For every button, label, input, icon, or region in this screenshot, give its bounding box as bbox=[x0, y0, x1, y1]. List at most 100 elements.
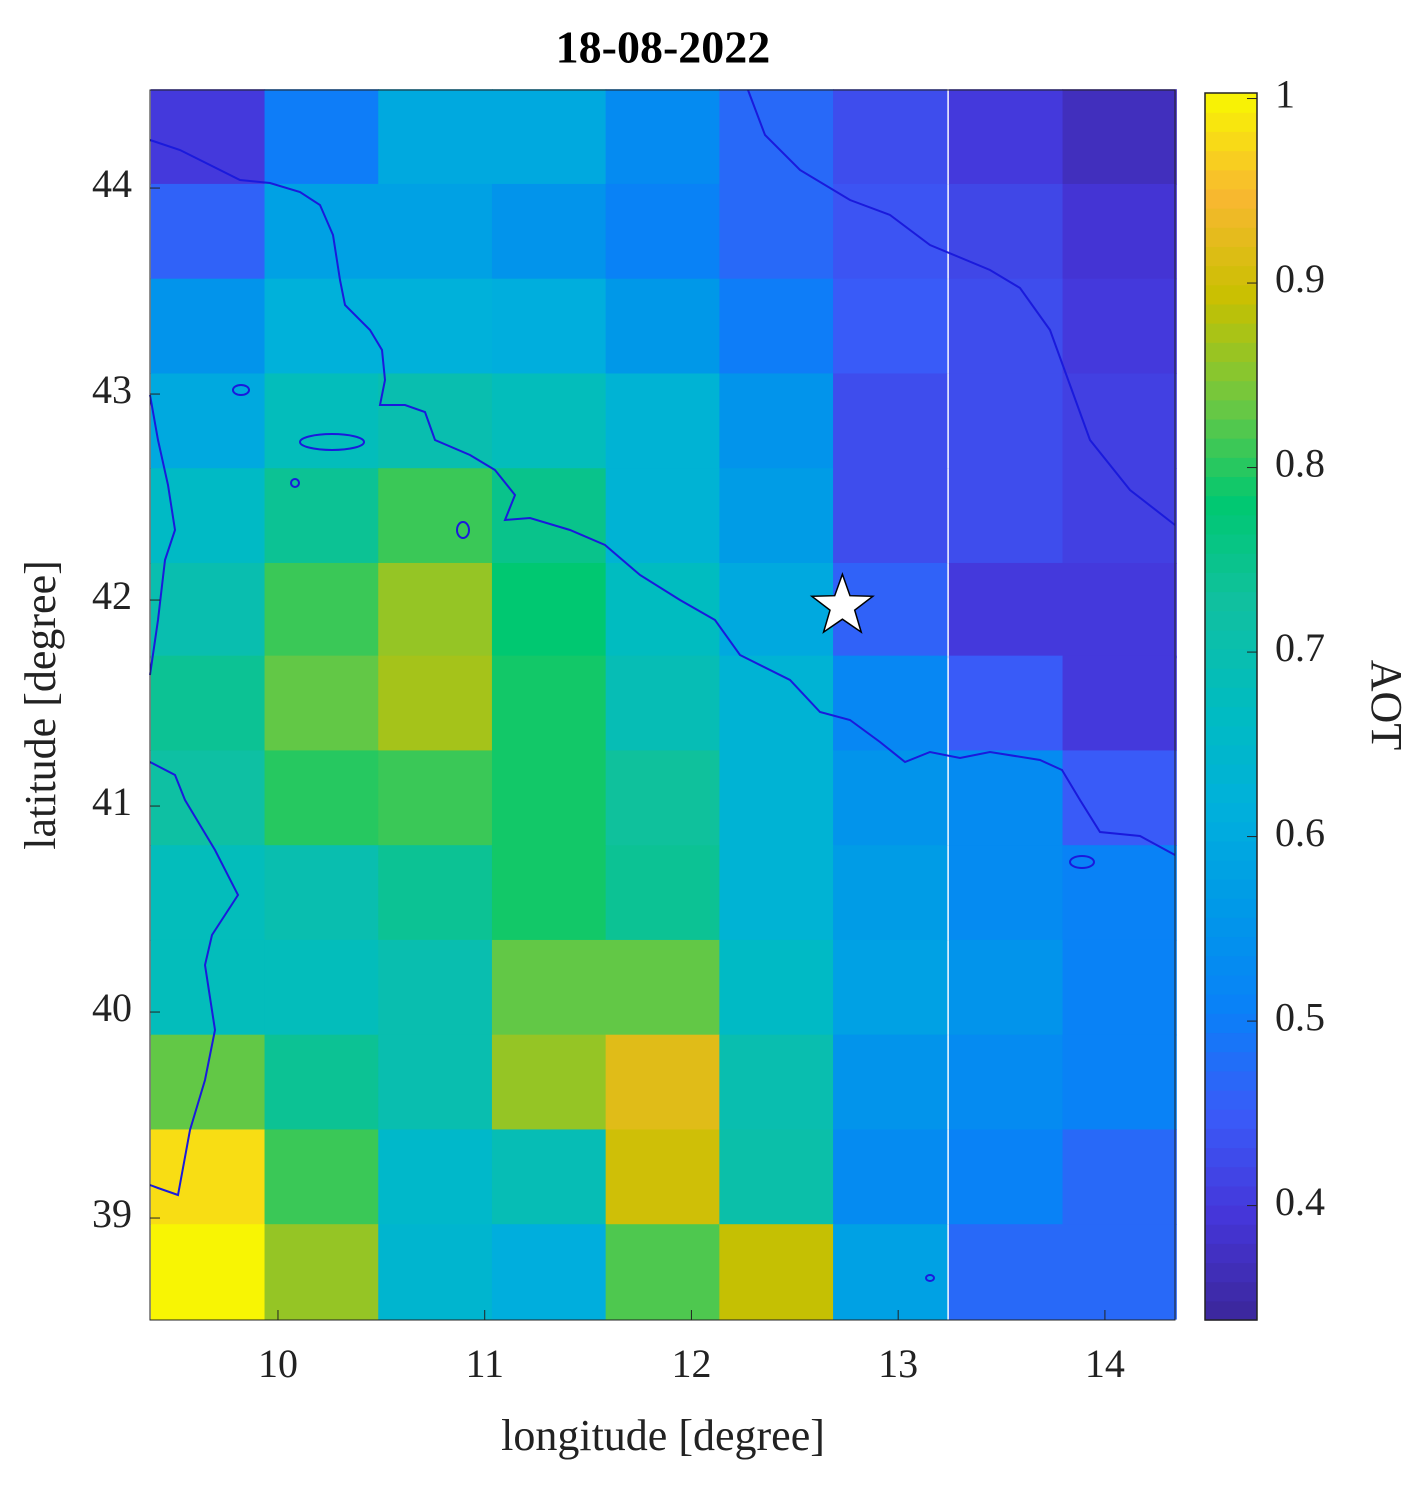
heatmap-cell bbox=[1062, 89, 1177, 185]
x-tick-label: 12 bbox=[671, 1341, 711, 1386]
y-tick-label: 43 bbox=[92, 367, 132, 412]
colorbar-swatch bbox=[1205, 169, 1257, 190]
colorbar-swatch bbox=[1205, 399, 1257, 420]
heatmap-cell bbox=[264, 183, 379, 280]
heatmap-cell bbox=[491, 845, 607, 941]
colorbar-tick-label: 1 bbox=[1275, 72, 1295, 117]
colorbar-swatch bbox=[1205, 1070, 1257, 1091]
heatmap-cell bbox=[719, 89, 834, 185]
heatmap-cell bbox=[833, 1034, 948, 1131]
heatmap-cell bbox=[264, 655, 379, 752]
colorbar-swatch bbox=[1205, 112, 1257, 132]
colorbar-swatch bbox=[1205, 764, 1257, 784]
heatmap-cell bbox=[948, 1034, 1064, 1131]
heatmap-cell bbox=[948, 655, 1064, 752]
heatmap-cell bbox=[719, 468, 834, 564]
heatmap-cell bbox=[378, 750, 493, 846]
heatmap-cell bbox=[948, 373, 1064, 469]
colorbar-swatch bbox=[1205, 1243, 1257, 1264]
heatmap-cell bbox=[605, 750, 720, 846]
y-axis-label: latitude [degree] bbox=[16, 560, 65, 850]
coastline bbox=[149, 89, 1176, 1282]
heatmap-cell bbox=[491, 1034, 607, 1131]
heatmap-cell bbox=[1062, 1034, 1177, 1131]
colorbar-swatch bbox=[1205, 591, 1257, 612]
colorbar-swatch bbox=[1205, 476, 1257, 497]
heatmap-cell bbox=[833, 1224, 948, 1320]
heatmap-cell bbox=[719, 183, 834, 280]
colorbar-swatch bbox=[1205, 783, 1257, 803]
coastline bbox=[149, 761, 240, 1197]
colorbar-swatch bbox=[1205, 495, 1257, 516]
colorbar-swatch bbox=[1205, 208, 1257, 228]
location-marker bbox=[809, 571, 875, 634]
heatmap-cell bbox=[605, 1129, 720, 1225]
colorbar-swatch bbox=[1205, 1300, 1257, 1321]
heatmap-cell bbox=[605, 468, 720, 564]
heatmap-cell bbox=[605, 1224, 720, 1320]
colorbar-swatch bbox=[1205, 553, 1257, 573]
heatmap-cell bbox=[378, 373, 493, 469]
coastline bbox=[747, 89, 1176, 526]
heatmap-cell bbox=[150, 183, 266, 280]
heatmap-cell bbox=[1062, 750, 1177, 846]
colorbar-swatch bbox=[1205, 725, 1257, 746]
colorbar-swatch bbox=[1205, 188, 1257, 209]
heatmap-cell bbox=[833, 468, 948, 564]
heatmap-cell bbox=[719, 1129, 834, 1225]
heatmap-cell bbox=[605, 1034, 720, 1131]
colorbar-swatch bbox=[1205, 955, 1257, 976]
heatmap-cell bbox=[948, 1224, 1064, 1320]
heatmap-cell bbox=[833, 278, 948, 375]
colorbar-swatch bbox=[1205, 859, 1257, 880]
heatmap-cell bbox=[150, 750, 266, 846]
colorbar-swatch bbox=[1205, 1032, 1257, 1053]
heatmap-cell bbox=[833, 373, 948, 469]
heatmap-cell bbox=[150, 89, 266, 185]
heatmap-cell bbox=[150, 562, 266, 659]
colorbar-swatch bbox=[1205, 1128, 1257, 1149]
island bbox=[1069, 855, 1095, 869]
heatmap-cell bbox=[833, 89, 948, 185]
heatmap-cell bbox=[719, 939, 834, 1036]
heatmap-cell bbox=[491, 939, 607, 1036]
colorbar-swatch bbox=[1205, 265, 1257, 286]
heatmap-cell bbox=[264, 278, 379, 375]
heatmap-cell bbox=[833, 655, 948, 752]
heatmap-cell bbox=[491, 468, 607, 564]
colorbar-swatch bbox=[1205, 150, 1257, 171]
heatmap-cell bbox=[378, 468, 493, 564]
heatmap-cell bbox=[264, 562, 379, 659]
colorbar-swatch bbox=[1205, 1013, 1257, 1034]
colorbar-swatch bbox=[1205, 898, 1257, 918]
heatmap-cell bbox=[605, 562, 720, 659]
colorbar-swatch bbox=[1205, 380, 1257, 401]
colorbar-swatch bbox=[1205, 936, 1257, 957]
heatmap-cell bbox=[150, 1224, 266, 1320]
heatmap-cell bbox=[150, 373, 266, 469]
colorbar-tick-label: 0.7 bbox=[1275, 625, 1325, 670]
chart-title: 18-08-2022 bbox=[556, 22, 771, 73]
heatmap-cell bbox=[948, 89, 1064, 185]
y-tick-label: 39 bbox=[92, 1191, 132, 1236]
colorbar bbox=[1205, 93, 1257, 1321]
colorbar-frame bbox=[1204, 92, 1258, 1321]
heatmap-cell bbox=[719, 655, 834, 752]
heatmap-cell bbox=[491, 183, 607, 280]
y-tick-label: 41 bbox=[92, 779, 132, 824]
heatmap-cell bbox=[948, 278, 1064, 375]
heatmap-cell bbox=[378, 89, 493, 185]
heatmap-cell bbox=[605, 373, 720, 469]
colorbar-swatch bbox=[1205, 361, 1257, 382]
colorbar-swatch bbox=[1205, 802, 1257, 823]
heatmap-cell bbox=[1062, 939, 1177, 1036]
colorbar-tick-label: 0.8 bbox=[1275, 441, 1325, 486]
colorbar-swatch bbox=[1205, 840, 1257, 861]
heatmap-cell bbox=[605, 183, 720, 280]
heatmap-cell bbox=[605, 655, 720, 752]
colorbar-swatch bbox=[1205, 1089, 1257, 1110]
heatmap-cell bbox=[378, 1034, 493, 1131]
heatmap-cells bbox=[150, 89, 1177, 1320]
heatmap-cell bbox=[378, 1224, 493, 1320]
colorbar-swatch bbox=[1205, 974, 1257, 995]
